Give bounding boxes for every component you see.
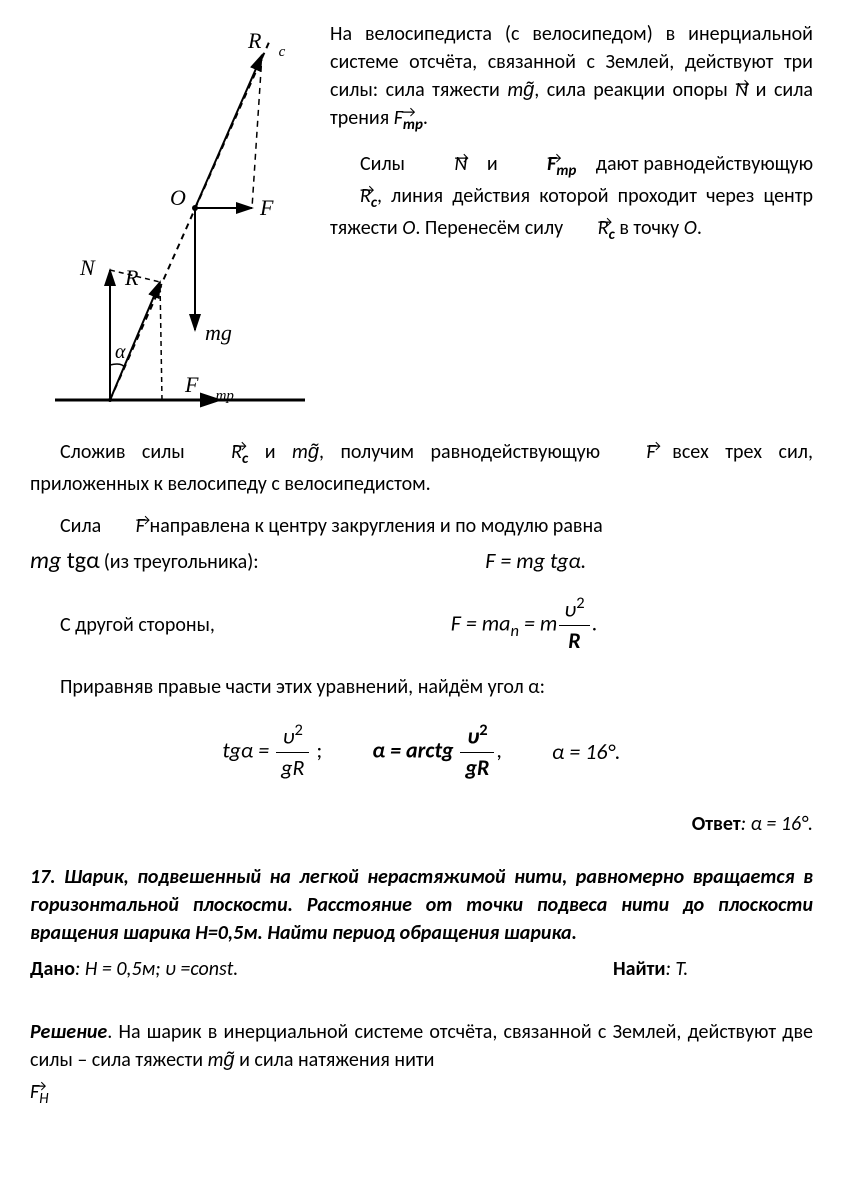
svg-text:mg⃗: mg⃗ bbox=[205, 320, 249, 345]
para-1: На велосипедиста (с велосипедом) в инерц… bbox=[330, 20, 813, 136]
eq-mg-tga-line: mg tgα (из треугольника): F = mg tgα. bbox=[30, 544, 813, 578]
para-6: Приравняв правые части этих уравнений, н… bbox=[30, 673, 813, 701]
solution-para: Решение. На шарик в инерциальной системе… bbox=[30, 1018, 813, 1074]
eq-alpha-row: tgα = υ2gR ; α = arctg υ2gR, α = 16°. bbox=[30, 719, 813, 786]
svg-text:N⃗: N⃗ bbox=[79, 255, 112, 280]
top-paragraphs: На велосипедиста (с велосипедом) в инерц… bbox=[330, 20, 813, 423]
solution-fh: →FH bbox=[30, 1078, 813, 1110]
problem-17: 17. Шарик, подвешенный на легкой нерастя… bbox=[30, 863, 813, 947]
svg-text:α: α bbox=[115, 341, 126, 363]
svg-text:O: O bbox=[170, 185, 186, 210]
para-3: Сложив силы →Rc и mg͂, получим равнодейс… bbox=[30, 438, 813, 498]
para-4: Сила →F направлена к центру закругления … bbox=[30, 512, 813, 540]
svg-text:F⃗: F⃗ bbox=[259, 195, 291, 220]
svg-text:R⃗c: R⃗c bbox=[247, 28, 286, 60]
eq-centripetal: С другой стороны, F = man = mυ2R. bbox=[30, 592, 813, 659]
answer-line: Ответ: α = 16°. bbox=[30, 810, 813, 838]
para-2: Силы →N и →Fmp дают равнодействующую →Rc… bbox=[330, 150, 813, 246]
force-diagram: N⃗ R⃗c F⃗mp α O R⃗c mg⃗ F⃗ bbox=[30, 20, 305, 423]
given-find-row: Дано: H = 0,5м; υ =const. Найти: T. bbox=[30, 955, 813, 983]
